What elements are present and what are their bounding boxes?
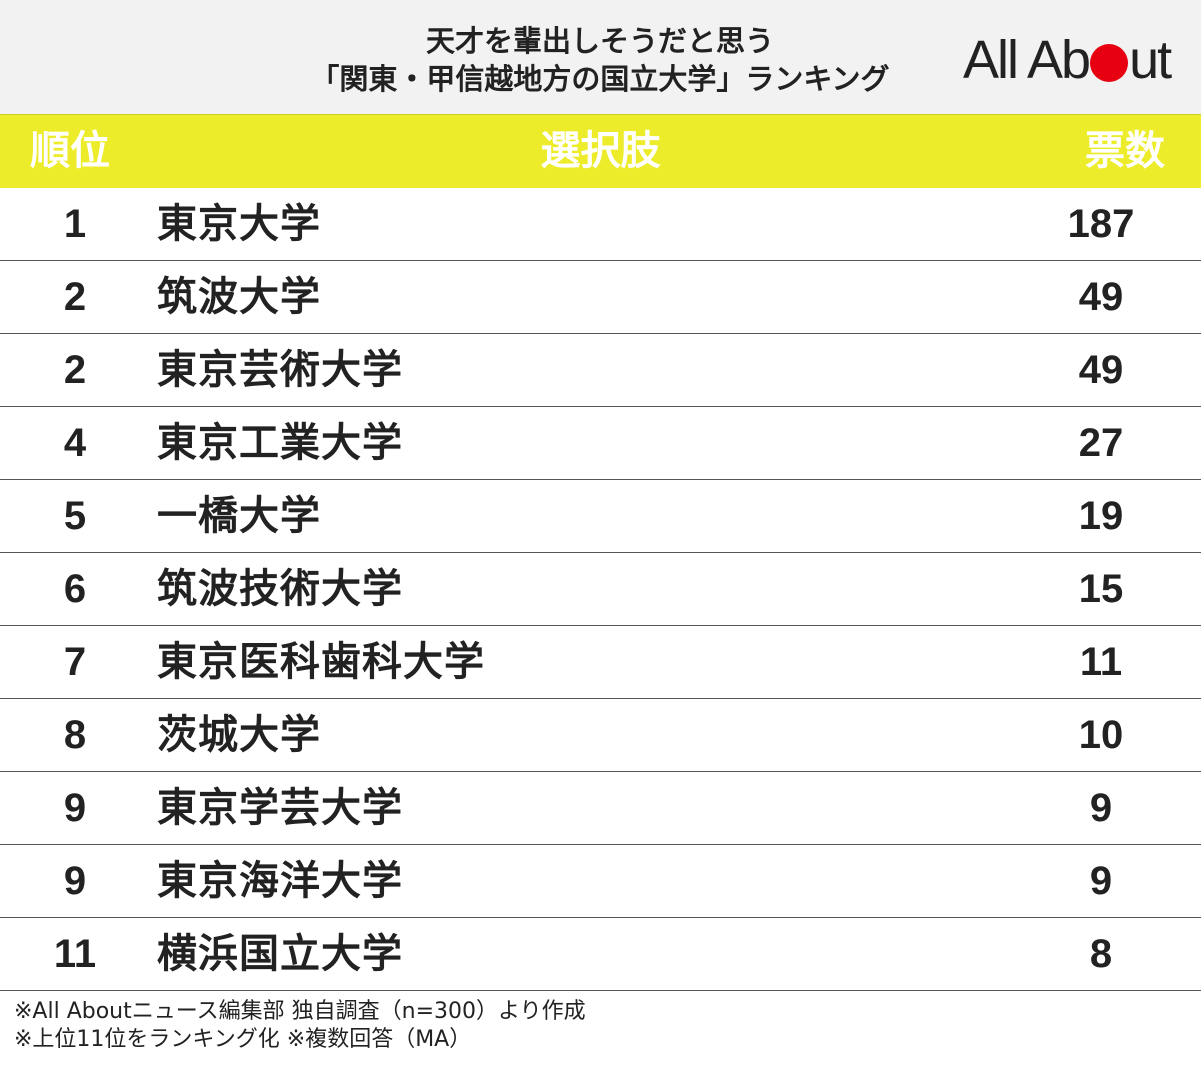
table-header: 選択肢 順位 票数 <box>0 114 1201 188</box>
table-row: 7 東京医科歯科大学 11 <box>0 626 1201 699</box>
table-row: 2 筑波大学 49 <box>0 261 1201 334</box>
rank-cell: 1 <box>63 202 87 246</box>
university-name-cell: 東京学芸大学 <box>157 785 403 831</box>
title-line-2: 「関東・甲信越地方の国立大学」ランキング <box>310 62 890 96</box>
votes-cell: 10 <box>1078 713 1124 757</box>
column-header-votes: 票数 <box>1085 128 1165 174</box>
table-row: 9 東京学芸大学 9 <box>0 772 1201 845</box>
ranking-table: 選択肢 順位 票数 1 東京大学 187 2 筑波大学 49 2 東京芸術大学 49 4 東京工業大… <box>0 114 1201 991</box>
university-name-cell: 筑波技術大学 <box>157 566 403 612</box>
university-name-cell: 東京芸術大学 <box>157 347 403 393</box>
votes-cell: 49 <box>1078 275 1124 319</box>
rank-cell: 9 <box>63 786 87 830</box>
footnote-source: ※All Aboutニュース編集部 独自調査（n=300）より作成 <box>14 999 586 1024</box>
votes-cell: 11 <box>1079 640 1123 684</box>
university-name-cell: 東京大学 <box>157 201 321 247</box>
column-header-choice: 選択肢 <box>540 128 661 174</box>
table-row: 11 横浜国立大学 8 <box>0 918 1201 991</box>
footnote-method: ※上位11位をランキング化 ※複数回答（MA） <box>14 1027 472 1052</box>
table-row: 6 筑波技術大学 15 <box>0 553 1201 626</box>
rank-cell: 11 <box>53 932 97 976</box>
university-name-cell: 筑波大学 <box>157 274 321 320</box>
rank-cell: 5 <box>63 494 87 538</box>
rank-cell: 2 <box>63 275 87 319</box>
table-row: 5 一橋大学 19 <box>0 480 1201 553</box>
university-name-cell: 東京海洋大学 <box>157 858 403 904</box>
university-name-cell: 茨城大学 <box>157 712 321 758</box>
rank-cell: 8 <box>63 713 87 757</box>
votes-cell: 49 <box>1078 348 1124 392</box>
logo-text-end: ut <box>1129 30 1172 90</box>
votes-cell: 19 <box>1078 494 1124 538</box>
table-row: 1 東京大学 187 <box>0 188 1201 261</box>
votes-cell: 9 <box>1089 786 1113 830</box>
rank-cell: 4 <box>63 421 87 465</box>
votes-cell: 15 <box>1078 567 1124 611</box>
column-header-rank: 順位 <box>30 128 110 174</box>
title-line-1: 天才を輩出しそうだと思う <box>425 24 774 58</box>
rank-cell: 7 <box>63 640 87 684</box>
page-title: 天才を輩出しそうだと思う 「関東・甲信越地方の国立大学」ランキング <box>230 22 970 98</box>
logo-red-dot-icon <box>1090 44 1129 82</box>
university-name-cell: 東京工業大学 <box>157 420 403 466</box>
votes-cell: 8 <box>1089 932 1113 976</box>
university-name-cell: 横浜国立大学 <box>157 931 403 977</box>
logo-text-start: All Ab <box>963 30 1091 90</box>
footnotes: ※All Aboutニュース編集部 独自調査（n=300）より作成 ※上位11位… <box>14 998 586 1054</box>
table-row: 9 東京海洋大学 9 <box>0 845 1201 918</box>
header-banner: 天才を輩出しそうだと思う 「関東・甲信越地方の国立大学」ランキング All Ab… <box>0 0 1201 114</box>
votes-cell: 187 <box>1067 202 1135 246</box>
table-row: 8 茨城大学 10 <box>0 699 1201 772</box>
all-about-logo: All Ab ut <box>963 28 1172 90</box>
votes-cell: 27 <box>1078 421 1124 465</box>
university-name-cell: 東京医科歯科大学 <box>157 639 485 685</box>
rank-cell: 6 <box>63 567 87 611</box>
university-name-cell: 一橋大学 <box>157 493 321 539</box>
rank-cell: 2 <box>63 348 87 392</box>
table-row: 4 東京工業大学 27 <box>0 407 1201 480</box>
rank-cell: 9 <box>63 859 87 903</box>
table-row: 2 東京芸術大学 49 <box>0 334 1201 407</box>
votes-cell: 9 <box>1089 859 1113 903</box>
table-body: 1 東京大学 187 2 筑波大学 49 2 東京芸術大学 49 4 東京工業大学 27 5 一橋大学 19… <box>0 188 1201 991</box>
